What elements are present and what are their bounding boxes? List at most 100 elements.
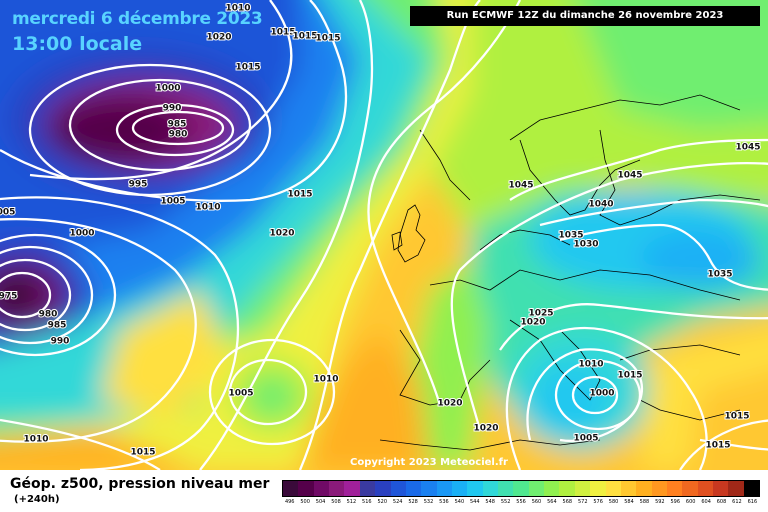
copyright-text: Copyright 2023 Meteociel.fr (350, 457, 508, 468)
legend-title: Géop. z500, pression niveau mer (10, 476, 270, 492)
isobar-label: 1010 (313, 375, 338, 385)
color-swatch (666, 481, 683, 496)
isobar-label: 1020 (520, 318, 545, 328)
color-swatch (283, 481, 299, 496)
scale-tick-label: 572 (577, 499, 588, 505)
scale-tick-label: 600 (685, 499, 696, 505)
scale-tick-label: 508 (331, 499, 341, 505)
run-info-banner: Run ECMWF 12Z du dimanche 26 novembre 20… (410, 6, 760, 26)
isobar-label: 1030 (573, 240, 598, 250)
color-swatch (390, 481, 406, 496)
color-swatch (329, 481, 345, 496)
scale-tick-label: 584 (624, 499, 634, 505)
isobar-label: 990 (163, 104, 182, 114)
scale-tick-label: 608 (716, 499, 727, 505)
scale-tick-label: 560 (531, 499, 542, 505)
scale-tick-label: 576 (593, 499, 603, 505)
isobar-label: 980 (39, 310, 58, 320)
isobar-label: 980 (169, 130, 188, 140)
scale-tick-label: 552 (500, 499, 511, 505)
isobar-label: 1015 (270, 28, 295, 38)
scale-tick-label: 564 (547, 499, 557, 505)
isobar-label: 1010 (23, 435, 48, 445)
color-swatch (451, 481, 468, 496)
scale-tick-label: 556 (516, 499, 526, 505)
scale-tick-label: 604 (701, 499, 711, 505)
isobar-label: 1015 (130, 448, 155, 458)
isobars (0, 0, 768, 470)
isobar-label: 1045 (617, 171, 642, 181)
color-swatch (605, 481, 621, 496)
color-scale-swatches (282, 480, 760, 497)
isobar-label: 1015 (705, 441, 730, 451)
isobar-label: 1035 (707, 270, 732, 280)
isobar-label: 1020 (206, 33, 231, 43)
isobar-label: 1005 (160, 197, 185, 207)
color-swatch (697, 481, 714, 496)
color-swatch (421, 481, 437, 496)
color-swatch (682, 481, 698, 496)
scale-tick-label: 568 (562, 499, 573, 505)
color-swatch (528, 481, 545, 496)
color-swatch (620, 481, 637, 496)
legend-subtitle: (+240h) (14, 494, 60, 505)
forecast-date: mercredi 6 décembre 2023 (12, 9, 263, 29)
isobar-label: 1025 (528, 309, 553, 319)
isobar-label: 1045 (508, 181, 533, 191)
color-swatch (313, 481, 330, 496)
isobar-label: 1015 (617, 371, 642, 381)
color-swatch (375, 481, 391, 496)
isobar-label: 1020 (437, 399, 462, 409)
isobar-label: 1015 (724, 412, 749, 422)
scale-tick-label: 588 (639, 499, 650, 505)
color-swatch (574, 481, 591, 496)
isobar-label: 1020 (269, 229, 294, 239)
scale-tick-label: 532 (423, 499, 434, 505)
isobar-label: 1000 (69, 229, 94, 239)
isobar-label: 995 (129, 180, 148, 190)
scale-tick-label: 536 (439, 499, 449, 505)
isobar-label: 990 (51, 337, 70, 347)
color-swatch (713, 481, 729, 496)
scale-tick-label: 528 (408, 499, 418, 505)
color-swatch (482, 481, 499, 496)
color-swatch (405, 481, 422, 496)
isobar-label: 975 (0, 292, 17, 302)
scale-tick-label: 592 (655, 499, 665, 505)
isobar-label: 1010 (578, 360, 603, 370)
isobar-label: 1005 (228, 389, 253, 399)
scale-tick-label: 540 (454, 499, 465, 505)
isobar-label: 1015 (235, 63, 260, 73)
isobar-label: 1040 (588, 200, 613, 210)
color-swatch (651, 481, 667, 496)
scale-tick-label: 616 (747, 499, 758, 505)
color-swatch (298, 481, 314, 496)
isobar-label: 1015 (292, 32, 317, 42)
isobar-label: 1015 (315, 34, 340, 44)
scale-tick-label: 500 (300, 499, 310, 505)
color-swatch (436, 481, 452, 496)
color-swatch (728, 481, 744, 496)
isobar-label: 1000 (155, 84, 180, 94)
forecast-time: 13:00 locale (12, 33, 143, 55)
scale-tick-label: 580 (608, 499, 619, 505)
scale-tick-label: 512 (346, 499, 357, 505)
color-swatch (559, 481, 575, 496)
scale-tick-label: 496 (284, 499, 295, 505)
color-swatch (513, 481, 529, 496)
coastlines (379, 94, 761, 451)
isobar-label: 1020 (473, 424, 498, 434)
isobar-label: 1010 (225, 4, 250, 14)
isobar-label: 1005 (573, 434, 598, 444)
scale-tick-label: 524 (392, 499, 403, 505)
color-swatch (743, 481, 760, 496)
isobar-label: 985 (48, 321, 67, 331)
scale-tick-label: 520 (377, 499, 388, 505)
isobar-label: 1035 (558, 231, 583, 241)
color-scale: 496 500 504 508 512 516 520 524 528 532 536 540 544 5… (282, 480, 760, 508)
color-swatch (467, 481, 483, 496)
scale-tick-label: 548 (485, 499, 495, 505)
scale-tick-label: 504 (315, 499, 326, 505)
